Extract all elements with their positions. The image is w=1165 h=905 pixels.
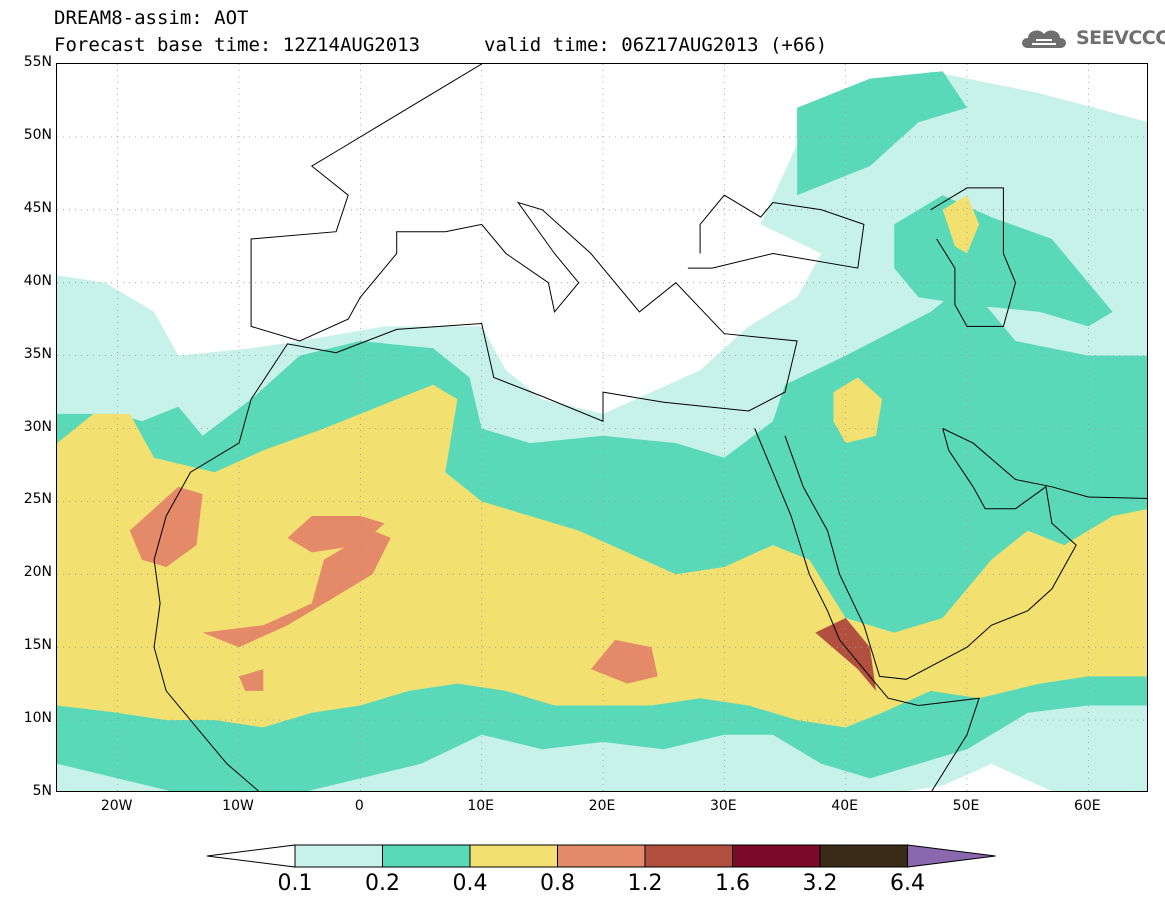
longitude-label: 0: [354, 798, 364, 814]
colorbar-tick-label: 1.6: [715, 871, 750, 896]
longitude-label: 40E: [831, 798, 858, 814]
red-sea-west-coastline: [754, 428, 889, 699]
latitude-label: 55N: [23, 54, 52, 70]
longitude-label: 10W: [222, 798, 254, 814]
colorbar-swatch: [644, 844, 733, 868]
seevccc-logo: SEEVCCC: [1018, 22, 1165, 52]
latitude-label: 10N: [23, 710, 52, 727]
horn-coastline: [887, 697, 980, 791]
latitude-label: 30N: [23, 418, 52, 435]
colorbar-swatch: [294, 844, 383, 868]
black-sea-coastline: [687, 194, 865, 269]
cloud-icon: [1022, 30, 1066, 48]
map-panel: [56, 63, 1148, 792]
latitude-label: 35N: [23, 345, 52, 362]
latitude-label: 50N: [23, 126, 52, 143]
longitude-label: 50E: [952, 798, 980, 814]
colorbar-tick-label: 0.8: [540, 871, 575, 896]
colorbar-swatch: [732, 844, 821, 868]
aot-band-0.8-sahel: [202, 530, 391, 648]
latitude-label: 40N: [23, 272, 52, 289]
colorbar: [206, 844, 996, 868]
aot-band-1.2-redsea: [815, 618, 876, 691]
aot-band-0.2-north: [797, 71, 967, 196]
colorbar-swatch: [557, 844, 646, 868]
europe-africa-coastline: [153, 64, 798, 560]
caspian-coastline: [930, 187, 1017, 327]
colorbar-tick-label: 0.2: [365, 871, 400, 896]
longitude-label: 30E: [709, 798, 737, 814]
latitude-label: 15N: [23, 637, 52, 654]
colorbar-tick-label: 6.4: [890, 871, 925, 896]
aot-band-0.8-chad: [590, 639, 658, 684]
longitude-label: 20W: [100, 798, 133, 814]
longitude-label: 60E: [1073, 798, 1101, 814]
aot-band-0.8-spot: [239, 669, 264, 691]
colorbar-tick-label: 0.4: [452, 871, 488, 896]
colorbar-swatch: [819, 844, 908, 868]
valid-time: valid time: 06Z17AUG2013 (+66): [484, 34, 828, 56]
aot-map: [57, 64, 1147, 791]
colorbar-swatch: [469, 844, 558, 868]
latitude-label: 45N: [23, 199, 52, 216]
longitude-label: 10E: [467, 798, 494, 814]
arabia-coastline: [784, 428, 1077, 680]
latitude-label: 5N: [32, 783, 52, 799]
colorbar-over-arrow: [907, 844, 996, 868]
aot-band-0.4-arabia: [833, 377, 883, 444]
map-title: DREAM8-assim: AOT: [54, 7, 249, 29]
west-africa-coastline: [153, 559, 260, 791]
colorbar-tick-label: 0.1: [277, 871, 313, 896]
aot-band-0.4: [57, 384, 1147, 728]
colorbar-tick-label: 3.2: [802, 871, 838, 896]
graticule-layer: [57, 64, 1147, 791]
aot-band-0.8-mali: [287, 516, 385, 553]
iran-coastline: [942, 428, 1147, 499]
longitude-label: 20E: [588, 798, 616, 814]
aot-field-layer: [57, 71, 1147, 791]
colorbar-swatch: [382, 844, 471, 868]
latitude-label: 20N: [23, 564, 52, 581]
coastline-layer: [153, 64, 1147, 791]
colorbar-under-arrow: [206, 844, 296, 868]
aot-band-0.8-west: [129, 486, 203, 567]
forecast-base-time: Forecast base time: 12Z14AUG2013: [54, 34, 421, 56]
colorbar-tick-label: 1.2: [627, 871, 663, 896]
logo-text: SEEVCCC: [1076, 27, 1165, 49]
latitude-label: 25N: [23, 491, 52, 508]
